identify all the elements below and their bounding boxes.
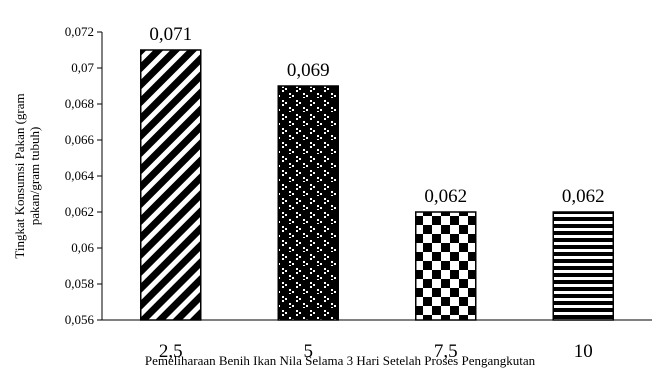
data-label-2: 0,069 bbox=[287, 60, 330, 81]
bar-3 bbox=[415, 211, 477, 321]
bar-1 bbox=[140, 49, 202, 321]
y-tick-label: 0,064 bbox=[65, 168, 95, 183]
data-labels: 0,071 0,069 0,062 0,062 bbox=[149, 24, 604, 207]
y-tick-label: 0,058 bbox=[65, 276, 94, 291]
y-axis-title-line1: Tingkat Konsumsi Pakan (gram bbox=[12, 93, 27, 258]
x-axis-title: Pemeliharaan Benih Ikan Nila Selama 3 Ha… bbox=[145, 353, 536, 368]
x-tick-label-3: 7,5 bbox=[434, 341, 458, 362]
y-tick-label: 0,056 bbox=[65, 312, 95, 327]
x-tick-label-4: 10 bbox=[574, 341, 593, 362]
y-tick-label: 0,068 bbox=[65, 96, 94, 111]
x-tick-label-2: 5 bbox=[304, 341, 314, 362]
data-label-3: 0,062 bbox=[424, 186, 467, 207]
data-label-4: 0,062 bbox=[562, 186, 605, 207]
y-tick-label: 0,072 bbox=[65, 24, 94, 39]
x-axis-labels: 2,5 5 7,5 10 bbox=[159, 341, 593, 362]
y-tick-label: 0,06 bbox=[71, 240, 94, 255]
y-axis-title-line2: pakan/gram tubuh) bbox=[27, 127, 42, 226]
bars bbox=[140, 49, 614, 321]
y-tick-label: 0,066 bbox=[65, 132, 95, 147]
y-tick-label: 0,07 bbox=[71, 60, 94, 75]
bar-4 bbox=[552, 211, 614, 321]
y-tick-label: 0,062 bbox=[65, 204, 94, 219]
x-tick-label-1: 2,5 bbox=[159, 341, 183, 362]
data-label-1: 0,071 bbox=[149, 24, 192, 45]
y-axis-ticks: 0,056 0,058 0,06 0,062 0,064 0,066 0,068 0,07 0,… bbox=[65, 24, 102, 327]
bar-2 bbox=[277, 85, 339, 321]
